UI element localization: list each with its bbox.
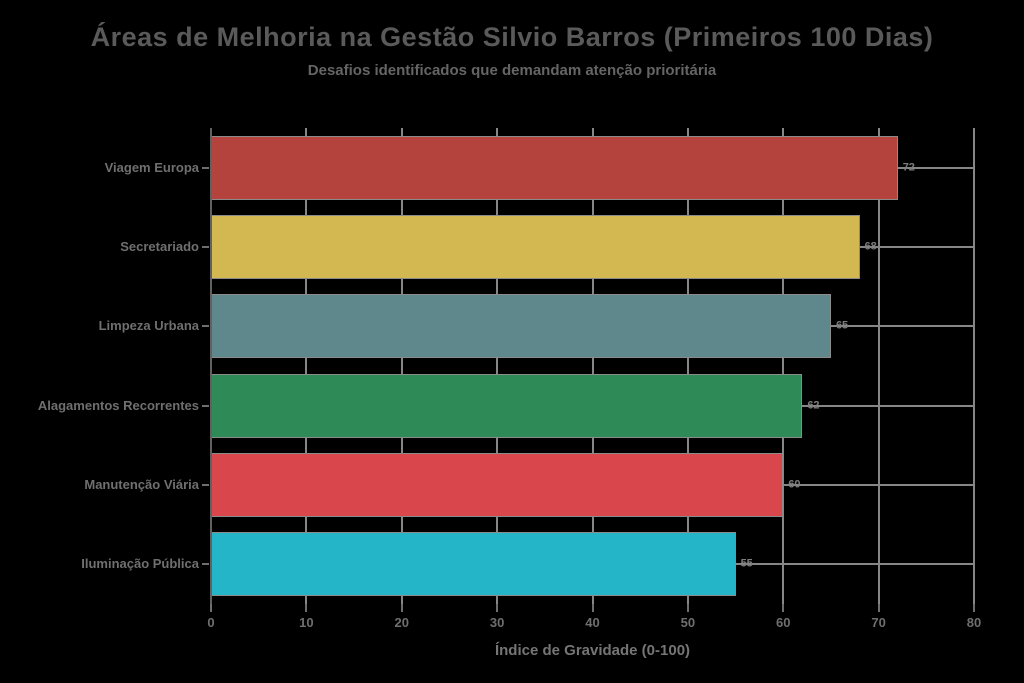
category-label: Secretariado — [120, 238, 199, 254]
x-tick-mark — [782, 604, 785, 612]
bar-value-label: 62 — [807, 399, 820, 412]
y-axis-spine — [210, 128, 212, 604]
category-label: Iluminação Pública — [81, 556, 199, 572]
y-tick-mark — [202, 246, 209, 248]
x-tick-label: 80 — [966, 615, 982, 630]
category-label: Manutenção Viária — [84, 476, 199, 492]
gridline-vertical — [305, 128, 308, 604]
x-tick-label: 0 — [207, 615, 215, 630]
bar-viagem-europa — [211, 135, 898, 200]
x-tick-label: 40 — [585, 615, 600, 630]
bar-value-label: 60 — [788, 478, 801, 491]
x-tick-label: 70 — [871, 615, 886, 630]
x-tick-label: 60 — [776, 615, 791, 630]
category-label: Alagamentos Recorrentes — [37, 397, 199, 413]
x-tick-label: 20 — [394, 615, 409, 630]
gridline-vertical — [591, 128, 594, 604]
bar-secretariado — [211, 215, 860, 279]
category-label: Viagem Europa — [104, 159, 199, 175]
gridline-vertical — [400, 128, 403, 604]
bar-manuten-o-vi-ria — [211, 453, 784, 517]
y-tick-mark — [202, 563, 209, 566]
bar-ilumina-o-p-blica — [211, 532, 736, 597]
bar-limpeza-urbana — [211, 294, 831, 359]
x-tick-mark — [973, 604, 975, 612]
x-tick-mark — [686, 604, 689, 612]
x-tick-mark — [591, 604, 594, 612]
x-tick-mark — [877, 604, 880, 612]
gridline-vertical — [973, 128, 975, 604]
x-axis-label: Índice de Gravidade (0-100) — [494, 642, 691, 659]
x-tick-mark — [400, 604, 403, 612]
gridline-vertical — [496, 128, 499, 604]
gridline-vertical — [686, 128, 689, 604]
chart-title: Áreas de Melhoria na Gestão Silvio Barro… — [90, 22, 934, 52]
x-tick-mark — [496, 604, 499, 612]
category-label: Limpeza Urbana — [98, 318, 199, 334]
x-tick-mark — [305, 604, 308, 612]
y-tick-mark — [202, 484, 209, 486]
y-tick-mark — [202, 325, 209, 328]
gridline-vertical — [782, 128, 785, 604]
bar-value-label: 55 — [740, 557, 753, 570]
chart-subtitle: Desafios identificados que demandam aten… — [307, 62, 717, 79]
y-tick-mark — [202, 166, 209, 169]
x-tick-label: 10 — [299, 615, 314, 630]
x-tick-label: 30 — [489, 615, 505, 630]
x-tick-label: 50 — [680, 615, 696, 630]
y-tick-mark — [202, 404, 209, 407]
gridline-vertical — [877, 128, 880, 604]
x-tick-mark — [210, 604, 212, 612]
bar-alagamentos-recorrentes — [211, 373, 803, 438]
bar-value-label: 65 — [835, 319, 849, 332]
plot-area: 72 68 65 62 60 55 — [210, 128, 975, 604]
bar-value-label: 68 — [864, 240, 877, 253]
bar-value-label: 72 — [902, 161, 915, 174]
